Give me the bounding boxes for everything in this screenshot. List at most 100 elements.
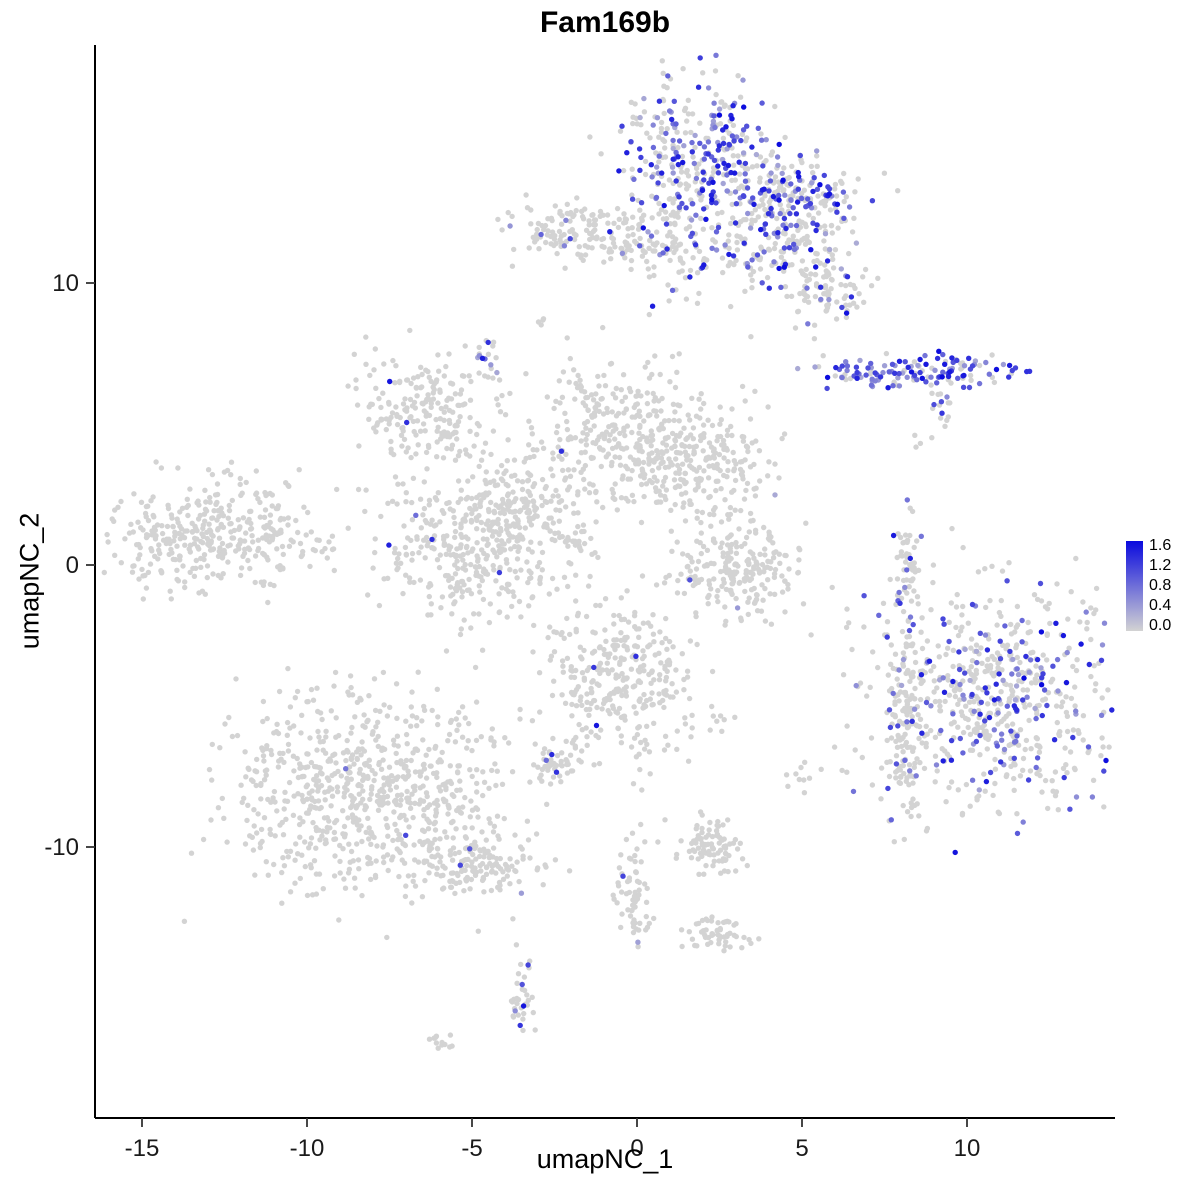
cell-point: [625, 233, 631, 239]
cell-point: [463, 496, 469, 502]
cell-point: [222, 721, 228, 727]
cell-point: [293, 841, 299, 847]
cell-point: [563, 738, 569, 744]
cell-point: [220, 513, 227, 519]
cell-point: [734, 239, 740, 246]
cell-point: [486, 523, 492, 529]
cell-point: [706, 463, 712, 469]
cell-point: [373, 858, 379, 864]
cell-point: [649, 669, 655, 675]
cell-point: [647, 771, 653, 777]
cell-point: [543, 757, 549, 763]
cell-point: [443, 404, 449, 410]
cell-point: [934, 768, 940, 774]
cell-point: [1091, 610, 1097, 617]
cell-point: [574, 195, 580, 201]
cell-point: [158, 465, 165, 471]
cell-point: [812, 271, 819, 278]
cell-point: [777, 210, 783, 217]
cell-point: [723, 586, 730, 593]
cell-point: [1089, 794, 1096, 800]
cell-point: [796, 776, 802, 783]
cell-point: [1044, 606, 1051, 612]
cell-point: [355, 486, 362, 493]
cell-point: [942, 698, 948, 705]
cell-point: [649, 702, 655, 708]
cell-point: [762, 552, 768, 558]
cell-point: [821, 238, 827, 244]
cell-point: [694, 270, 701, 276]
cell-point: [455, 565, 461, 572]
cell-point: [1028, 746, 1034, 752]
cell-point: [575, 510, 581, 516]
cell-point: [480, 527, 486, 533]
cell-point: [900, 749, 906, 755]
cell-point: [394, 801, 400, 808]
cell-point: [316, 734, 322, 740]
cell-point: [220, 571, 226, 577]
cell-point: [502, 735, 508, 741]
cell-point: [376, 602, 383, 609]
cell-point: [578, 450, 585, 456]
cell-point: [307, 806, 313, 813]
cell-point: [564, 615, 570, 622]
cell-point: [924, 731, 930, 737]
cell-point: [596, 383, 602, 389]
cell-point: [692, 942, 698, 949]
cell-point: [898, 743, 905, 750]
cell-point: [260, 753, 267, 759]
cell-point: [665, 282, 671, 288]
cell-point: [881, 170, 888, 176]
cell-point: [323, 734, 329, 740]
cell-point: [452, 391, 459, 397]
cell-point: [609, 445, 616, 452]
cell-point: [850, 788, 857, 795]
cell-point: [674, 590, 681, 596]
cell-point: [215, 508, 222, 514]
cell-point: [283, 816, 289, 822]
cell-point: [525, 470, 531, 476]
cell-point: [389, 410, 396, 416]
cell-point: [810, 215, 816, 222]
cell-point: [894, 576, 901, 582]
cell-point: [419, 371, 425, 378]
cell-point: [575, 610, 581, 616]
cell-point: [673, 432, 680, 439]
cell-point: [465, 478, 471, 484]
cell-point: [745, 599, 751, 605]
cell-point: [904, 497, 910, 503]
cell-point: [681, 590, 688, 597]
cell-point: [594, 499, 600, 505]
cell-point: [658, 660, 664, 666]
cell-point: [585, 407, 591, 413]
cell-point: [622, 432, 628, 439]
cell-point: [474, 540, 480, 546]
cell-point: [428, 612, 434, 618]
cell-point: [597, 213, 603, 219]
cell-point: [892, 651, 899, 657]
cell-point: [550, 520, 556, 526]
cell-point: [572, 743, 578, 749]
cell-point: [709, 703, 715, 710]
cell-point: [659, 640, 665, 646]
cell-point: [387, 787, 394, 793]
cell-point: [711, 858, 717, 864]
cell-point: [423, 449, 430, 456]
cell-point: [240, 515, 247, 521]
cell-point: [589, 650, 596, 656]
cell-point: [1042, 777, 1049, 784]
cell-point: [786, 203, 792, 209]
cell-point: [979, 660, 985, 666]
cell-point: [616, 216, 622, 222]
cell-point: [720, 919, 727, 926]
cell-point: [641, 109, 648, 115]
cell-point: [480, 792, 486, 799]
cell-point: [518, 614, 524, 620]
cell-point: [832, 186, 838, 192]
cell-point: [890, 383, 896, 389]
cell-point: [155, 556, 161, 562]
cell-point: [362, 724, 368, 730]
cell-point: [1067, 749, 1074, 755]
cell-point: [671, 196, 678, 202]
cell-point: [705, 139, 712, 145]
